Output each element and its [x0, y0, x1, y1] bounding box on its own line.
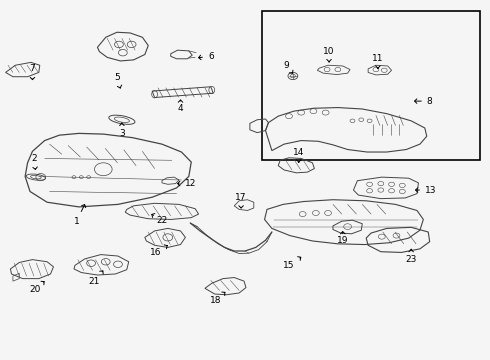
Text: 4: 4 [178, 100, 183, 113]
Text: 14: 14 [293, 148, 304, 162]
Bar [262, 12, 480, 160]
Text: 1: 1 [74, 204, 86, 226]
Text: 12: 12 [177, 179, 196, 188]
Text: 16: 16 [150, 245, 167, 257]
Text: 8: 8 [415, 96, 433, 105]
Text: 13: 13 [416, 185, 437, 194]
Text: 15: 15 [283, 257, 301, 270]
Text: 21: 21 [89, 271, 103, 285]
Text: 20: 20 [29, 281, 44, 294]
Text: 18: 18 [210, 292, 225, 305]
Text: 5: 5 [114, 73, 122, 88]
Text: 17: 17 [235, 193, 247, 208]
Text: 10: 10 [323, 47, 335, 62]
Text: 22: 22 [152, 213, 168, 225]
Text: 2: 2 [31, 154, 37, 170]
Text: 9: 9 [284, 61, 293, 73]
Text: 11: 11 [372, 54, 384, 68]
Text: 3: 3 [119, 123, 125, 138]
Text: 6: 6 [198, 52, 214, 61]
Text: 23: 23 [405, 249, 417, 264]
Text: 7: 7 [29, 64, 35, 80]
Text: 19: 19 [337, 231, 348, 246]
